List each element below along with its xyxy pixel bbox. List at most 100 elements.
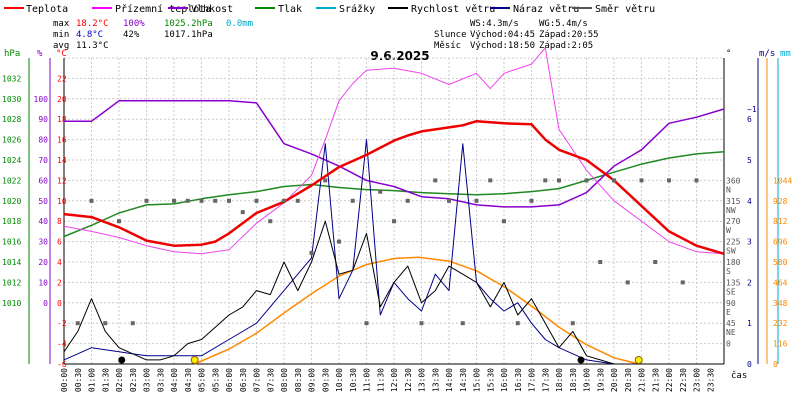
wind-direction-point bbox=[694, 178, 699, 183]
wind-direction-point bbox=[557, 178, 561, 183]
stat-wg: WG:5.4m/s bbox=[539, 19, 588, 29]
stat-max-rain: 0.0mm bbox=[226, 19, 253, 29]
wind-direction-point bbox=[433, 178, 438, 183]
tick-label-time: 13:00 bbox=[418, 368, 427, 392]
tick-label-radiation: 348 bbox=[773, 299, 788, 308]
stat-sun-label: Slunce bbox=[434, 30, 467, 40]
tick-label-time: 02:30 bbox=[129, 368, 138, 392]
tick-label-temperature: 12 bbox=[57, 176, 67, 185]
tick-label-time: 11:30 bbox=[376, 368, 385, 392]
wind-direction-point bbox=[323, 178, 328, 183]
axis-label-direction: ° bbox=[726, 49, 731, 59]
wind-direction-point bbox=[392, 219, 396, 224]
wind-direction-point bbox=[185, 198, 190, 203]
tick-label-direction: 45 bbox=[726, 319, 736, 328]
tick-label-hpa: 1024 bbox=[2, 156, 21, 165]
wind-direction-point bbox=[172, 198, 176, 203]
tick-label-time: 21:00 bbox=[638, 368, 647, 392]
series-line-teplota bbox=[63, 119, 725, 255]
tick-label-time: 08:00 bbox=[280, 368, 289, 392]
grid bbox=[63, 57, 725, 365]
tick-label-time: 17:30 bbox=[541, 368, 550, 392]
tick-label-compass: NE bbox=[726, 328, 736, 337]
tick-label-time: 09:30 bbox=[321, 368, 330, 392]
legend-label-prizemni-teplota: Přízemní teplota bbox=[115, 3, 211, 15]
tick-label-time: 02:00 bbox=[115, 368, 124, 392]
stat-ws: WS:4.3m/s bbox=[470, 19, 519, 29]
wind-direction-point bbox=[474, 198, 479, 203]
tick-label-humidity: 70 bbox=[38, 156, 48, 165]
stat-max-press: 1025.2hPa bbox=[164, 19, 213, 29]
tick-label-humidity: 60 bbox=[38, 176, 48, 185]
tick-label-hpa: 1016 bbox=[2, 238, 21, 247]
tick-label-temperature: 16 bbox=[57, 136, 67, 145]
tick-label-temperature: 20 bbox=[57, 95, 67, 104]
tick-label-temperature: 6 bbox=[57, 238, 62, 247]
wind-direction-point bbox=[460, 321, 465, 326]
series-line-prizemni-teplota bbox=[63, 47, 725, 255]
wind-direction-point bbox=[405, 198, 410, 203]
tick-label-hpa: 1018 bbox=[2, 217, 21, 226]
tick-label-temperature: -6 bbox=[57, 360, 67, 369]
tick-label-temperature: 14 bbox=[57, 156, 67, 165]
legend-label-tlak: Tlak bbox=[278, 4, 302, 15]
tick-label-wind: 3 bbox=[747, 238, 752, 247]
tick-label-direction: 90 bbox=[726, 299, 736, 308]
tick-label-temperature: 18 bbox=[57, 115, 67, 124]
tick-label-time: 15:00 bbox=[473, 368, 482, 392]
tick-label-time: 06:00 bbox=[225, 368, 234, 392]
tick-label-wind: ~1 bbox=[747, 105, 757, 114]
tick-label-direction: 135 bbox=[726, 278, 741, 287]
stat-moon-label: Měsíc bbox=[434, 41, 461, 51]
tick-label-direction: 315 bbox=[726, 197, 741, 206]
tick-label-direction: 0 bbox=[726, 340, 731, 349]
tick-label-temperature: -4 bbox=[57, 340, 67, 349]
tick-label-time: 11:00 bbox=[363, 368, 372, 392]
tick-label-time: 16:30 bbox=[514, 368, 523, 392]
stats: max 18.2°C 100% 1025.2hPa 0.0mm min 4.8°… bbox=[53, 19, 599, 51]
tick-label-time: 03:30 bbox=[156, 368, 165, 392]
sun-marker bbox=[190, 356, 199, 364]
wind-direction-point bbox=[515, 321, 520, 326]
wind-direction-point bbox=[75, 321, 80, 326]
tick-label-time: 06:30 bbox=[239, 368, 248, 392]
tick-label-time: 07:30 bbox=[266, 368, 275, 392]
tick-label-humidity: 50 bbox=[38, 197, 48, 206]
tick-label-wind: 2 bbox=[747, 278, 752, 287]
tick-label-humidity: 100 bbox=[34, 95, 49, 104]
tick-label-radiation: 464 bbox=[773, 278, 788, 287]
tick-label-time: 21:30 bbox=[651, 368, 660, 392]
wind-direction-point bbox=[625, 280, 630, 285]
tick-label-time: 16:00 bbox=[500, 368, 509, 392]
sun-marker bbox=[634, 356, 643, 364]
tick-label-time: 14:00 bbox=[445, 368, 454, 392]
axis-label-time: čas bbox=[731, 370, 747, 381]
sun-moon-markers bbox=[118, 356, 643, 364]
legend-label-smer-vetru: Směr větru bbox=[595, 3, 655, 15]
series-line-naraz-vetru bbox=[63, 139, 724, 365]
wind-direction-point bbox=[227, 198, 231, 203]
stat-sunrise: Východ:04:45 bbox=[470, 30, 535, 40]
tick-label-temperature: 10 bbox=[57, 197, 67, 206]
stat-sunset: Západ:20:55 bbox=[539, 30, 599, 40]
series-line-radiation bbox=[194, 256, 639, 365]
wind-direction-point bbox=[378, 189, 383, 194]
tick-label-temperature: -2 bbox=[57, 319, 67, 328]
legend: Teplota Přízemní teplota Vlhkost Tlak Sr… bbox=[4, 3, 655, 15]
tick-label-time: 20:00 bbox=[610, 368, 619, 392]
wind-direction-point bbox=[337, 239, 341, 244]
tick-label-radiation: 928 bbox=[773, 197, 788, 206]
tick-label-time: 08:30 bbox=[294, 368, 303, 392]
wind-direction-points bbox=[75, 178, 699, 326]
tick-label-time: 07:00 bbox=[253, 368, 262, 392]
tick-label-humidity: 90 bbox=[38, 115, 48, 124]
axis-label-hpa: hPa bbox=[4, 49, 20, 59]
stat-max-temp: 18.2°C bbox=[76, 19, 109, 29]
tick-label-compass: NW bbox=[726, 206, 736, 215]
tick-label-humidity: 30 bbox=[38, 238, 48, 247]
wind-direction-point bbox=[667, 178, 671, 183]
tick-label-time: 20:30 bbox=[624, 368, 633, 392]
tick-label-humidity: 20 bbox=[38, 258, 48, 267]
wind-direction-point bbox=[570, 321, 575, 326]
tick-label-time: 09:00 bbox=[308, 368, 317, 392]
